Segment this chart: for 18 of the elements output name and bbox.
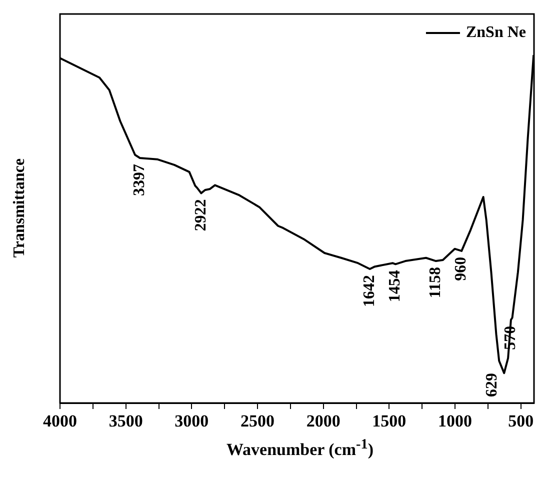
annotation: 1454	[386, 270, 404, 302]
x-tick-label: 1000	[438, 412, 472, 431]
x-axis-title: Wavenumber (cm$^{-1}$)	[226, 436, 374, 459]
y-axis-title: Transmittance	[11, 158, 29, 258]
annotation: 2922	[192, 199, 210, 232]
x-tick-label: 4000	[43, 412, 77, 431]
x-tick-label: 3000	[174, 412, 209, 431]
x-tick-label: 2000	[306, 412, 340, 431]
x-tick-label: 500	[508, 412, 534, 431]
annotation: 629	[483, 373, 500, 397]
annotation: 1158	[427, 267, 444, 298]
x-tick-label: 2500	[240, 412, 274, 431]
annotation: 1642	[360, 275, 378, 308]
annotation: 960	[452, 256, 470, 281]
legend-label: ZnSn Ne	[466, 24, 526, 42]
x-tick-label: 3500	[108, 412, 143, 431]
x-tick-label: 1500	[372, 412, 406, 431]
annotation: 3397	[131, 164, 148, 196]
